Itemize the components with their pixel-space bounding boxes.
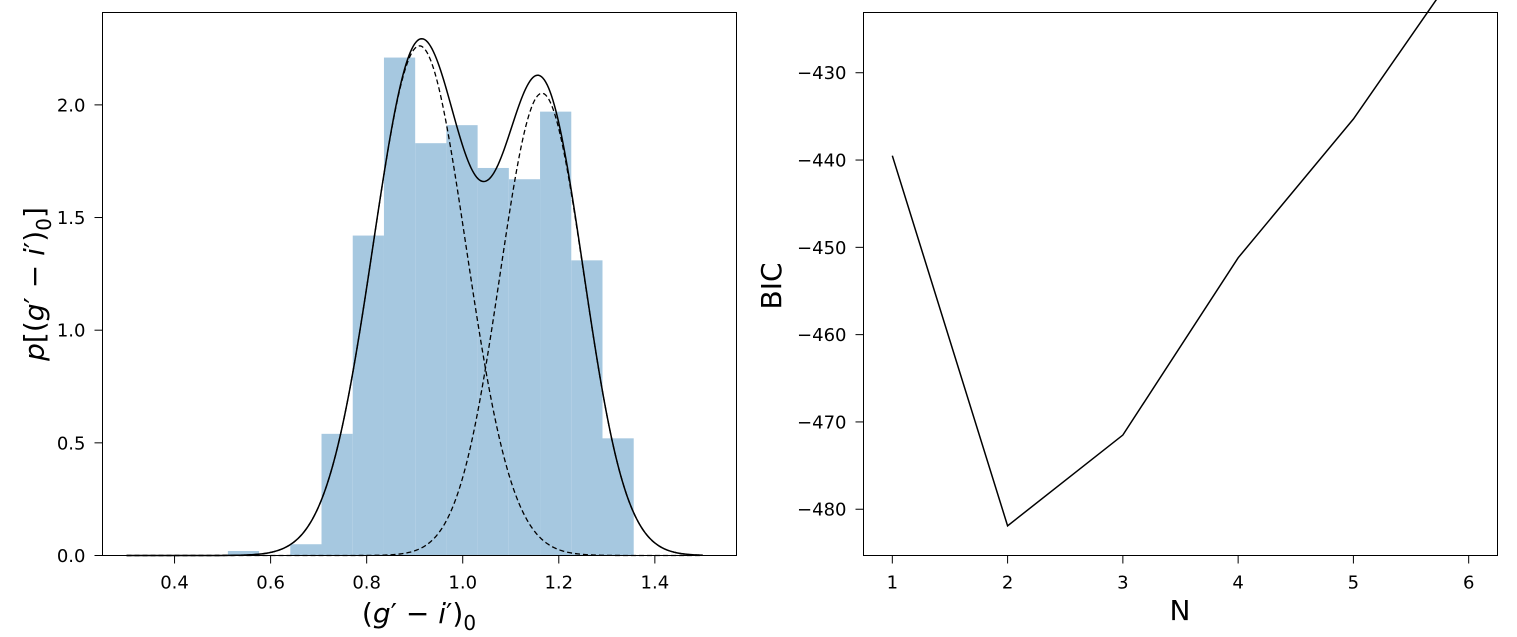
x-tick-label: 5	[1348, 573, 1359, 594]
histogram-bar	[415, 143, 447, 556]
histogram-bar	[227, 550, 260, 556]
left-y-axis-label: p[(g′ − i′)0]	[18, 207, 56, 362]
histogram-bar	[383, 57, 416, 556]
y-tick-label: −450	[797, 238, 846, 259]
y-tick-label: −460	[797, 325, 846, 346]
y-tick-label: −430	[797, 63, 846, 84]
y-tick-label: 0.0	[57, 546, 86, 567]
right-y-axis-label: BIC	[755, 262, 788, 309]
histogram-bar	[446, 125, 478, 556]
y-tick-label: 1.0	[57, 321, 86, 342]
left-y-ticks: 0.0 0.5 1.0 1.5 2.0	[57, 95, 103, 567]
y-tick-label: −470	[797, 412, 846, 433]
y-tick-label: 2.0	[57, 95, 86, 116]
histogram-bar	[571, 260, 603, 556]
right-x-ticks: 1 2 3 4 5 6	[887, 555, 1474, 594]
histogram-bar	[321, 433, 353, 556]
left-x-ticks: 0.4 0.6 0.8 1.0 1.2 1.4	[160, 555, 670, 594]
histogram-bar	[602, 438, 634, 556]
right-plot-frame	[863, 12, 1498, 556]
histogram-bar	[290, 544, 322, 556]
x-tick-label: 0.8	[352, 573, 381, 594]
bic-line-series	[891, 0, 1438, 528]
histogram-bar	[508, 179, 541, 556]
x-tick-label: 0.6	[256, 573, 285, 594]
x-tick-label: 1.0	[448, 573, 477, 594]
x-tick-label: 1.2	[544, 573, 573, 594]
x-tick-label: 4	[1232, 573, 1243, 594]
x-tick-label: 2	[1002, 573, 1013, 594]
y-tick-label: −480	[797, 500, 846, 521]
right-y-ticks: −420−430−440−450−460−470−480	[797, 63, 864, 521]
left-plot-frame	[102, 12, 737, 556]
histogram-bars	[227, 57, 634, 556]
x-tick-label: 1	[887, 573, 898, 594]
x-tick-label: 3	[1117, 573, 1128, 594]
x-tick-label: 0.4	[160, 573, 189, 594]
bic-line	[891, 0, 1438, 528]
x-tick-label: 1.4	[641, 573, 670, 594]
y-tick-label: 1.5	[57, 208, 86, 229]
histogram-panel: 0.4 0.6 0.8 1.0 1.2 1.4 0.0 0.5 1.0 1.5 2.0 (g′ −…	[18, 12, 737, 635]
left-x-axis-label: (g′ − i′)0	[362, 597, 476, 635]
histogram-bar	[352, 235, 384, 556]
histogram-bar	[477, 167, 509, 556]
histogram-bar	[540, 111, 572, 556]
y-tick-label: −440	[797, 151, 846, 172]
y-tick-label: 0.5	[57, 433, 86, 454]
x-tick-label: 6	[1463, 573, 1474, 594]
right-x-axis-label: N	[1170, 594, 1191, 627]
